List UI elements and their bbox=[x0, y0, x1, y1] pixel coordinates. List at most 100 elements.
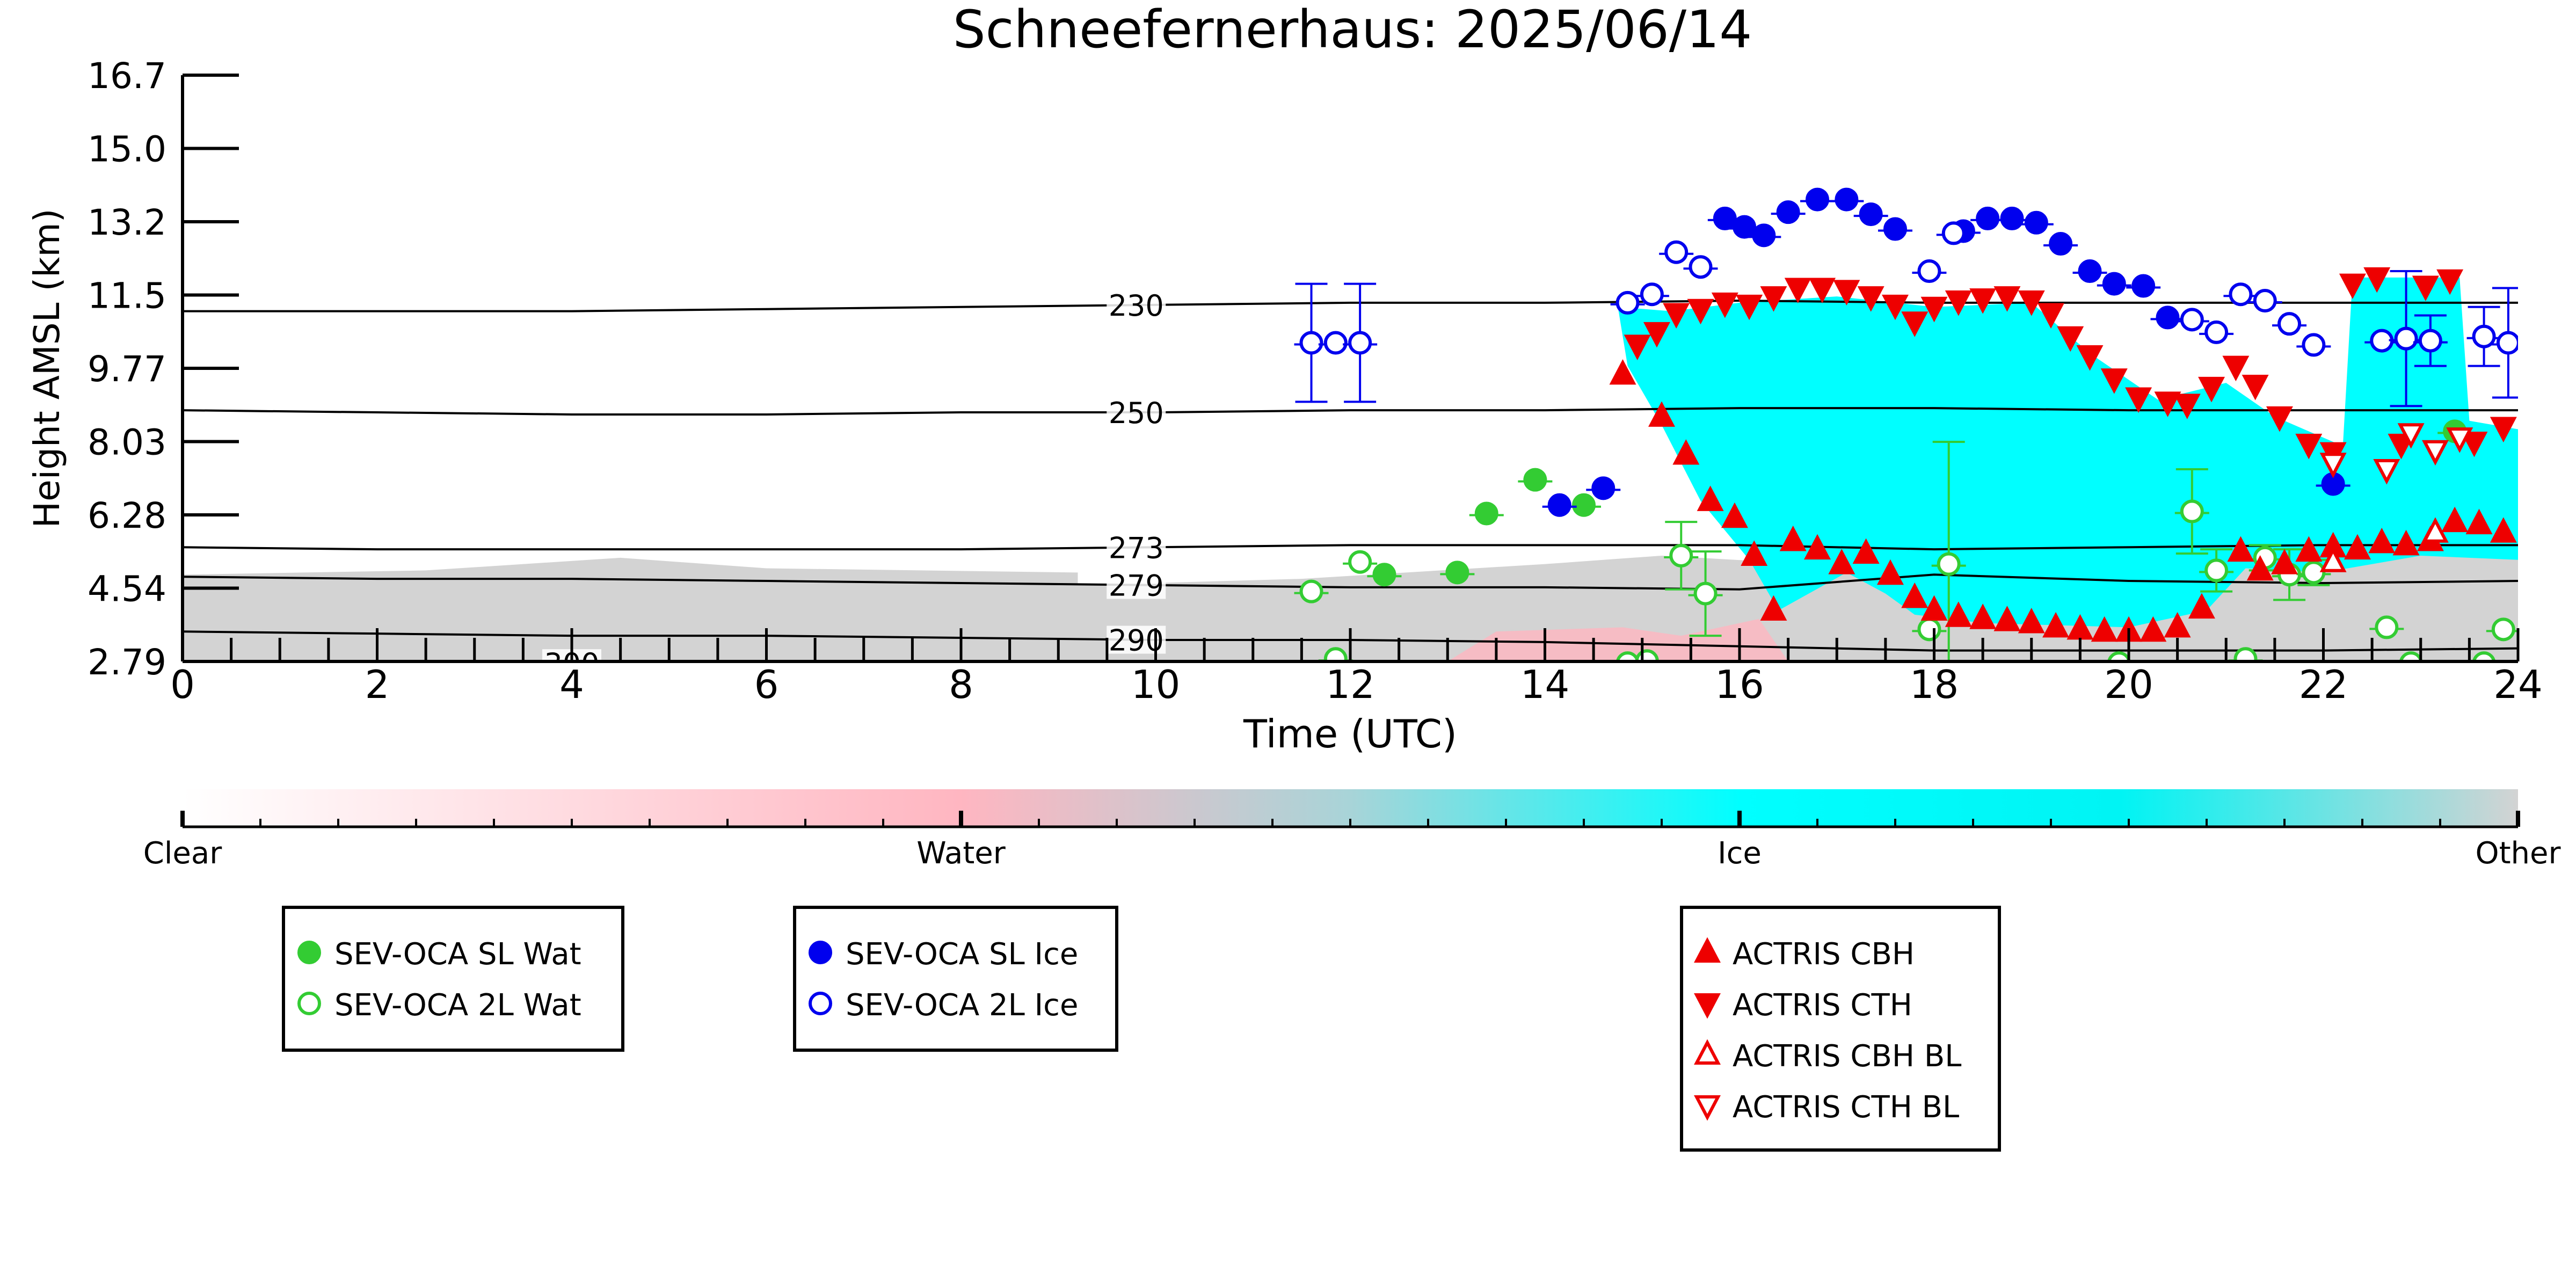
legends: SEV-OCA SL Wat SEV-OCA 2L Wat SEV-OCA SL I… bbox=[282, 906, 2001, 1152]
data-point bbox=[2076, 345, 2104, 371]
series-actris-cth-bl bbox=[2319, 423, 2473, 485]
data-point bbox=[2472, 651, 2496, 661]
data-point bbox=[2233, 647, 2258, 661]
contour-line-273 bbox=[183, 544, 2518, 551]
data-point bbox=[2368, 527, 2396, 554]
water-field bbox=[1447, 618, 1788, 661]
data-point bbox=[1835, 187, 1859, 212]
data-point bbox=[2344, 534, 2371, 560]
y-tick-label: 6.28 bbox=[88, 495, 166, 536]
data-point bbox=[1809, 278, 1836, 303]
contour-label-bg bbox=[1107, 533, 1166, 562]
data-point bbox=[1937, 552, 1961, 576]
data-point bbox=[2319, 453, 2347, 478]
data-point bbox=[1760, 286, 1787, 312]
legend-frame bbox=[282, 906, 624, 1052]
legend-label: SEV-OCA SL Ice bbox=[846, 937, 1078, 972]
data-point bbox=[1993, 606, 2021, 631]
y-tick-label: 16.7 bbox=[88, 55, 166, 97]
data-point bbox=[1694, 1039, 1721, 1065]
data-point bbox=[1857, 286, 1884, 312]
series-sev-oca-sl-wat bbox=[1367, 419, 2472, 587]
legend-box: ACTRIS CBH ACTRIS CTH ACTRIS CBH BL ACTRIS … bbox=[1680, 906, 2001, 1152]
legend-label: SEV-OCA 2L Wat bbox=[334, 988, 581, 1023]
data-point bbox=[1976, 206, 2000, 230]
x-tick-label: 16 bbox=[1715, 662, 1764, 707]
data-point bbox=[2229, 282, 2253, 307]
data-point bbox=[2472, 324, 2496, 348]
data-point bbox=[1643, 322, 1670, 348]
legend-frame bbox=[793, 906, 1118, 1052]
y-tick-label: 11.5 bbox=[88, 275, 166, 317]
data-point bbox=[1323, 331, 1348, 355]
legend-label: ACTRIS CBH BL bbox=[1733, 1039, 1961, 1074]
data-point bbox=[1833, 280, 1860, 305]
data-point bbox=[2496, 331, 2518, 355]
data-point bbox=[2246, 555, 2274, 581]
data-point bbox=[2125, 387, 2152, 413]
data-point bbox=[1664, 240, 1689, 264]
data-point bbox=[1752, 223, 1776, 248]
x-tick-label: 14 bbox=[1520, 662, 1570, 707]
x-tick-label: 22 bbox=[2299, 662, 2348, 707]
data-point bbox=[2164, 612, 2191, 638]
data-point bbox=[2180, 499, 2204, 523]
other-field bbox=[183, 557, 1078, 661]
data-point bbox=[2441, 506, 2469, 533]
x-tick-label: 10 bbox=[1131, 662, 1181, 707]
data-point bbox=[809, 941, 832, 964]
colorbar-label: Clear bbox=[143, 836, 222, 871]
data-point bbox=[1609, 359, 1636, 385]
data-point bbox=[1711, 292, 1738, 318]
contour-label-bg bbox=[1107, 291, 1166, 319]
data-point bbox=[297, 941, 321, 964]
contour-label-bg bbox=[1107, 571, 1166, 599]
data-point bbox=[2302, 561, 2326, 585]
y-tick-label: 8.03 bbox=[88, 422, 166, 463]
data-point bbox=[2319, 547, 2347, 572]
x-tick-label: 6 bbox=[754, 662, 779, 707]
data-point bbox=[2042, 612, 2070, 638]
ice-field bbox=[1618, 277, 2518, 628]
legend-frame bbox=[1680, 906, 2001, 1152]
plot-area: 2302502732792903002.794.546.288.039.7711… bbox=[88, 55, 2543, 707]
data-point bbox=[1348, 331, 1372, 355]
data-point bbox=[2253, 289, 2277, 312]
data-point bbox=[1876, 559, 1904, 585]
data-point bbox=[1299, 331, 1323, 355]
data-point bbox=[2102, 272, 2126, 296]
legend-label: SEV-OCA 2L Ice bbox=[846, 988, 1078, 1023]
data-point bbox=[1901, 583, 1929, 608]
legend-label: ACTRIS CTH bbox=[1733, 988, 1912, 1023]
data-point bbox=[1648, 401, 1675, 427]
data-point bbox=[1917, 259, 1941, 283]
data-point bbox=[2394, 326, 2418, 351]
data-point bbox=[1591, 476, 1616, 500]
data-point bbox=[2049, 232, 2073, 256]
data-point bbox=[2418, 329, 2442, 353]
data-point bbox=[2421, 440, 2449, 466]
data-point bbox=[1547, 493, 1571, 517]
contour-label-250: 250 bbox=[1109, 396, 1164, 430]
data-point bbox=[2421, 517, 2449, 543]
colorbar-label: Water bbox=[916, 836, 1006, 871]
data-point bbox=[1882, 294, 1909, 321]
x-tick-label: 20 bbox=[2104, 662, 2153, 707]
x-tick-label: 8 bbox=[949, 662, 973, 707]
contour-label-230: 230 bbox=[1109, 289, 1164, 323]
data-point bbox=[2100, 368, 2128, 394]
data-point bbox=[2302, 333, 2326, 357]
data-point bbox=[2370, 329, 2394, 353]
data-point bbox=[1969, 603, 1997, 629]
data-point bbox=[2188, 593, 2215, 619]
y-tick-label: 9.77 bbox=[88, 348, 166, 390]
data-point bbox=[2107, 651, 2131, 661]
data-point bbox=[1299, 579, 1323, 603]
data-point bbox=[2204, 558, 2229, 583]
data-point bbox=[1663, 303, 1690, 329]
data-point bbox=[1945, 601, 1972, 627]
data-point bbox=[1694, 993, 1721, 1019]
data-point bbox=[1323, 647, 1348, 661]
